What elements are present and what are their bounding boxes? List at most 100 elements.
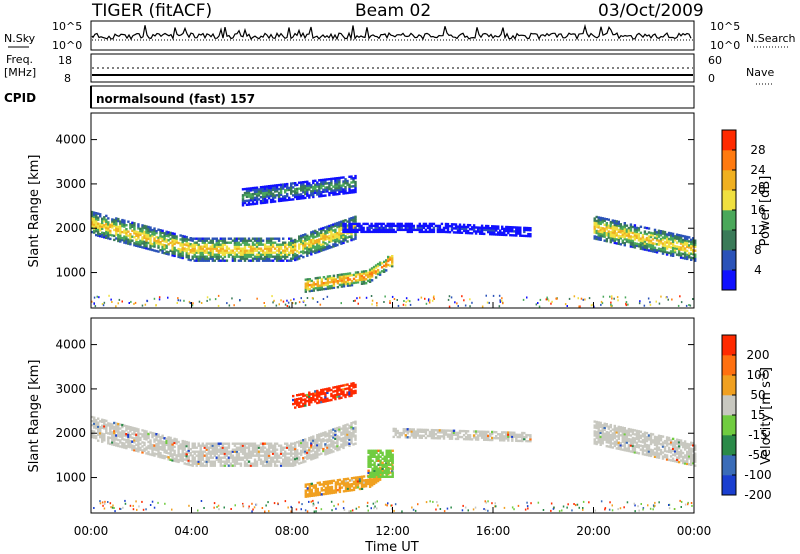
data-cell xyxy=(217,243,221,246)
data-cell xyxy=(227,247,231,250)
data-cell xyxy=(165,230,168,233)
data-cell xyxy=(149,244,152,247)
data-cell xyxy=(667,251,671,255)
data-cell xyxy=(247,251,251,254)
data-cell xyxy=(239,456,243,459)
data-cell xyxy=(271,251,275,254)
data-cell xyxy=(338,188,341,192)
data-cell xyxy=(263,191,267,194)
data-cell xyxy=(677,240,681,243)
data-cell xyxy=(647,231,651,234)
data-cell xyxy=(123,430,126,433)
data-cell xyxy=(308,450,311,454)
data-cell xyxy=(577,297,579,300)
data-cell xyxy=(312,195,315,199)
data-cell xyxy=(149,439,152,442)
data-cell xyxy=(374,226,377,230)
data-cell xyxy=(647,239,651,242)
data-cell xyxy=(675,237,679,240)
data-cell xyxy=(452,231,456,234)
data-cell xyxy=(123,219,126,222)
data-cell xyxy=(657,243,661,246)
data-cell xyxy=(211,241,215,244)
data-cell xyxy=(91,419,94,423)
data-cell xyxy=(125,231,128,235)
data-cell xyxy=(125,239,128,243)
data-cell xyxy=(279,253,283,256)
data-cell xyxy=(91,415,94,419)
data-cell xyxy=(380,222,383,226)
data-cell xyxy=(161,239,164,242)
data-cell xyxy=(372,265,376,269)
data-cell xyxy=(261,448,265,451)
data-cell xyxy=(356,228,359,232)
colorbar-segment xyxy=(722,210,736,231)
data-cell xyxy=(322,276,326,279)
data-cell xyxy=(203,239,207,242)
data-cell xyxy=(282,460,285,463)
data-cell xyxy=(406,224,410,228)
data-cell xyxy=(613,436,617,440)
data-cell xyxy=(324,178,327,181)
data-cell xyxy=(147,229,150,233)
data-cell xyxy=(296,187,299,191)
data-cell xyxy=(93,219,96,222)
data-cell xyxy=(330,439,333,442)
data-cell xyxy=(267,193,271,196)
data-cell xyxy=(205,446,209,449)
data-cell xyxy=(157,240,160,243)
data-cell xyxy=(621,430,625,433)
data-cell xyxy=(610,305,612,308)
data-cell xyxy=(296,394,299,397)
data-cell xyxy=(350,477,354,480)
data-cell xyxy=(123,438,126,441)
data-cell xyxy=(279,464,283,467)
data-cell xyxy=(245,193,249,196)
data-cell xyxy=(129,440,132,443)
data-cell xyxy=(332,396,335,399)
data-cell xyxy=(378,271,382,274)
data-cell xyxy=(259,249,263,252)
data-cell xyxy=(480,434,484,437)
data-cell xyxy=(269,446,273,449)
data-cell xyxy=(661,236,665,239)
data-cell xyxy=(197,255,200,258)
data-cell xyxy=(398,224,401,228)
data-cell xyxy=(340,279,344,282)
data-cell xyxy=(336,185,339,188)
data-cell xyxy=(91,423,94,427)
data-cell xyxy=(480,230,484,233)
data-cell xyxy=(290,247,293,250)
data-cell xyxy=(344,239,347,242)
data-cell xyxy=(209,239,213,242)
data-cell xyxy=(320,438,323,441)
data-cell xyxy=(354,299,356,302)
data-cell xyxy=(595,219,598,223)
data-cell xyxy=(193,243,196,246)
data-cell xyxy=(336,239,339,243)
data-cell xyxy=(358,226,361,230)
data-cell xyxy=(368,276,372,279)
data-cell xyxy=(382,228,385,232)
data-cell xyxy=(249,193,253,196)
data-cell xyxy=(320,186,323,190)
data-cell xyxy=(121,218,124,222)
data-cell xyxy=(245,452,249,455)
data-cell xyxy=(151,230,154,234)
data-cell xyxy=(247,195,251,198)
data-cell xyxy=(578,305,580,308)
data-cell xyxy=(412,428,416,431)
data-cell xyxy=(692,245,695,248)
data-cell xyxy=(233,243,237,246)
data-cell xyxy=(332,243,335,246)
data-cell xyxy=(330,226,333,229)
data-cell xyxy=(603,432,606,435)
data-cell xyxy=(151,431,154,435)
data-cell xyxy=(195,259,198,262)
data-cell xyxy=(251,452,255,455)
data-cell xyxy=(135,439,138,442)
data-cell xyxy=(398,433,401,437)
data-cell xyxy=(340,281,344,284)
data-cell xyxy=(551,300,553,303)
data-cell xyxy=(127,242,130,245)
